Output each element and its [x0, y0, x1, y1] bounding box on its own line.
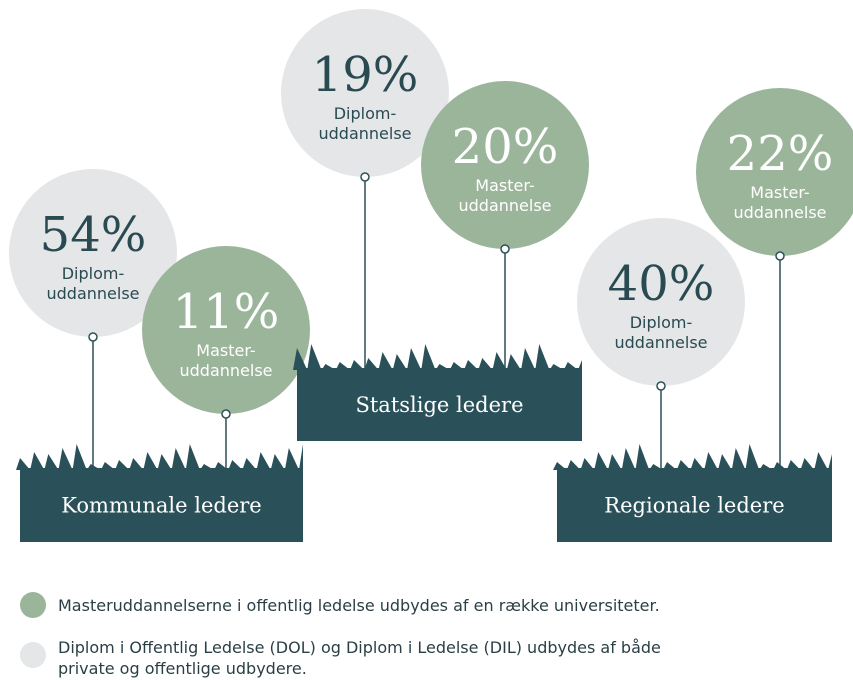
- percent: 40%: [608, 256, 715, 312]
- bubble: [9, 169, 177, 337]
- group-box: [557, 468, 832, 542]
- stem-dot: [360, 172, 370, 182]
- stem-dot: [656, 381, 666, 391]
- group-box: [20, 468, 303, 542]
- bubble: [281, 9, 449, 177]
- percent: 54%: [40, 207, 147, 263]
- percent: 11%: [173, 284, 280, 340]
- bubble-label: uddannelse: [318, 124, 411, 143]
- group-box: [297, 368, 582, 441]
- bubble-label: Diplom-: [334, 104, 397, 123]
- bubble-label: Diplom-: [630, 313, 693, 332]
- group-label: Statslige ledere: [355, 393, 523, 417]
- bubble: [421, 81, 589, 249]
- bubble-label: uddannelse: [46, 284, 139, 303]
- legend-swatch: [20, 592, 46, 618]
- bubble-label: Master-: [475, 176, 534, 195]
- legend-text: private og offentlige udbydere.: [58, 659, 307, 678]
- bubble-label: Master-: [750, 183, 809, 202]
- stem-dot: [221, 409, 231, 419]
- bubble-label: Master-: [196, 341, 255, 360]
- bubble-label: Diplom-: [62, 264, 125, 283]
- bubble: [142, 246, 310, 414]
- group-label: Regionale ledere: [604, 494, 784, 518]
- stem-dot: [88, 332, 98, 342]
- bubble: [696, 88, 853, 256]
- stem-dot: [775, 251, 785, 261]
- percent: 20%: [452, 119, 559, 175]
- bubble: [577, 218, 745, 386]
- bubble-label: uddannelse: [179, 361, 272, 380]
- stem-dot: [500, 244, 510, 254]
- bubble-label: uddannelse: [614, 333, 707, 352]
- bubble-label: uddannelse: [458, 196, 551, 215]
- legend-text: Masteruddannelserne i offentlig ledelse …: [58, 596, 660, 615]
- percent: 19%: [312, 47, 419, 103]
- group-label: Kommunale ledere: [61, 494, 261, 518]
- grass: [16, 444, 303, 470]
- bubble-label: uddannelse: [733, 203, 826, 222]
- legend-swatch: [20, 642, 46, 668]
- legend-text: Diplom i Offentlig Ledelse (DOL) og Dipl…: [58, 638, 661, 657]
- percent: 22%: [727, 126, 834, 182]
- grass: [553, 444, 832, 470]
- grass: [293, 344, 582, 370]
